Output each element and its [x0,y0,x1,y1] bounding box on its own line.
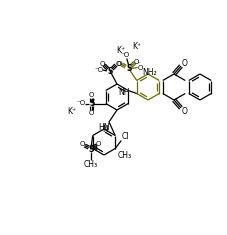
Text: HN: HN [98,122,110,132]
Text: O: O [134,59,139,64]
Text: N: N [91,144,97,153]
Text: NH₂: NH₂ [142,68,157,77]
Text: CH₃: CH₃ [118,150,132,160]
Text: S: S [107,67,113,75]
Text: NH: NH [118,88,129,97]
Text: ⁻O: ⁻O [94,67,104,73]
Text: S: S [89,99,94,108]
Text: O: O [89,110,94,115]
Text: O: O [115,61,121,67]
Text: K⁺: K⁺ [132,42,141,51]
Text: O: O [99,61,105,67]
Text: O: O [117,60,122,67]
Text: S: S [88,145,94,154]
Text: S: S [126,64,131,73]
Text: CH₃: CH₃ [84,160,98,169]
Text: O: O [182,106,188,115]
Text: ⁻: ⁻ [137,62,140,67]
Text: ⁻O: ⁻O [120,51,129,58]
Text: ⁻O: ⁻O [76,99,85,106]
Text: O: O [80,141,85,148]
Text: O: O [138,64,143,70]
Text: Cl: Cl [121,132,129,141]
Text: O: O [89,91,94,98]
Text: N: N [102,125,108,133]
Text: O: O [96,141,101,148]
Text: O: O [182,59,188,67]
Text: K⁺: K⁺ [116,46,125,55]
Text: K⁺: K⁺ [67,107,76,116]
